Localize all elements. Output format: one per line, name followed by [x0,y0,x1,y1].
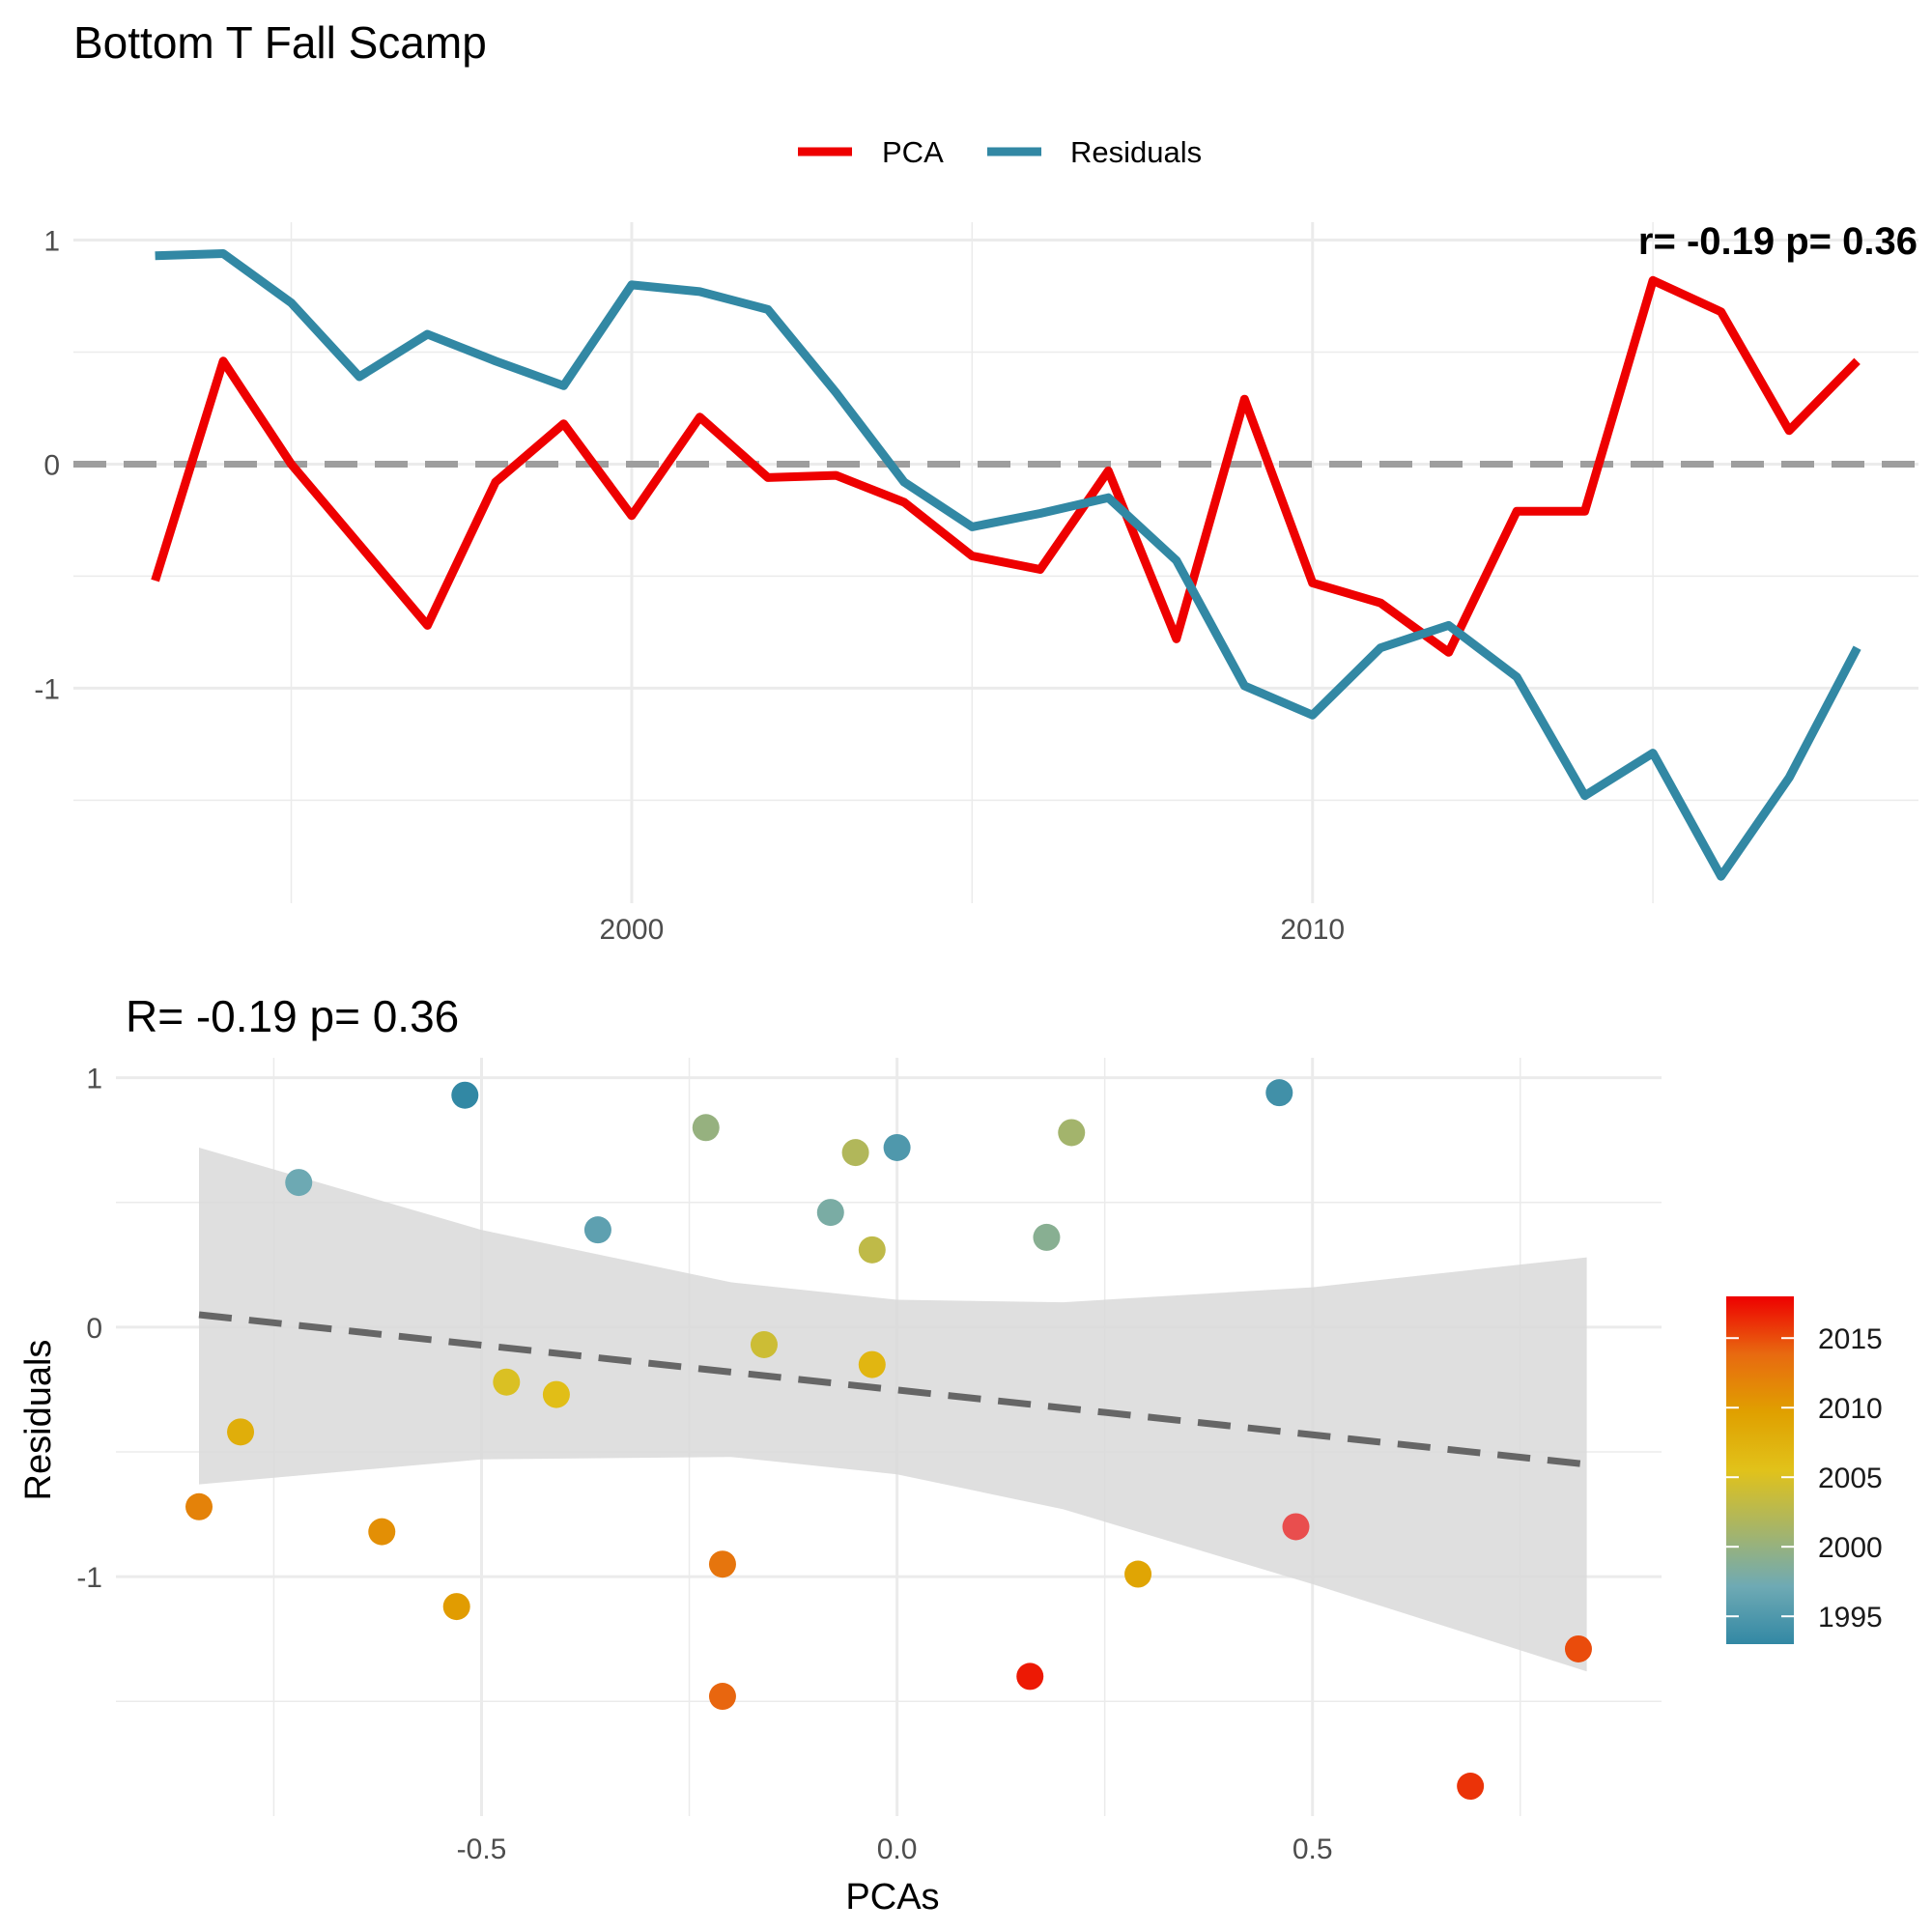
y-tick-label: 0 [43,449,60,481]
colorbar-gradient [1726,1296,1794,1644]
scatter-x-ticks: -0.5 0.0 0.5 [457,1833,1333,1865]
scatter-point [542,1380,570,1408]
regression-line [198,1311,1587,1468]
y-tick-label: -1 [76,1562,102,1594]
scatter-point [858,1236,886,1264]
colorbar-tick-label: 2010 [1818,1393,1883,1425]
line-panel: r= -0.19 p= 0.36 1 0 -1 2000 2010 [34,220,1918,946]
line-panel-x-ticks: 2000 2010 [600,914,1346,946]
scatter-point [1457,1773,1485,1801]
confidence-band [199,1148,1587,1672]
scatter-point [1282,1513,1310,1541]
line-panel-y-ticks: 1 0 -1 [34,226,60,706]
x-tick-label: 0.0 [877,1833,918,1865]
scatter-point [285,1169,313,1197]
scatter-point [816,1199,844,1227]
y-axis-title: Residuals [18,1340,59,1501]
scatter-points [185,1079,1592,1801]
scatter-y-ticks: 1 0 -1 [76,1064,102,1594]
legend-label-pca: PCA [882,135,944,169]
scatter-point [1016,1662,1044,1690]
scatter-point [493,1368,521,1396]
scatter-point [750,1330,778,1358]
x-tick-label: 2000 [600,914,665,946]
y-tick-label: 0 [86,1313,102,1345]
scatter-point [1124,1560,1152,1588]
y-tick-label: 1 [43,226,60,258]
scatter-point [1564,1634,1592,1662]
scatter-panel-title: R= -0.19 p= 0.36 [126,991,459,1041]
scatter-point [858,1350,886,1378]
scatter-point [583,1216,611,1244]
colorbar: 2015 2010 2005 2000 1995 [1726,1296,1883,1644]
figure-title: Bottom T Fall Scamp [73,17,487,68]
scatter-point [883,1133,911,1161]
scatter-panel: 1 0 -1 -0.5 0.0 0.5 PCAs Residuals [18,1058,1662,1918]
scatter-point [185,1492,213,1520]
legend: PCA Residuals [798,135,1202,169]
series-line-residuals [155,249,1861,881]
scatter-point [368,1518,396,1546]
series-line-pca [151,275,1861,657]
scatter-point [708,1683,736,1711]
scatter-point [841,1139,869,1167]
corner-annotation: r= -0.19 p= 0.36 [1638,220,1918,263]
colorbar-ticks: 2015 2010 2005 2000 1995 [1726,1323,1883,1634]
x-tick-label: -0.5 [457,1833,507,1865]
x-tick-label: 0.5 [1293,1833,1333,1865]
scatter-point [708,1550,736,1578]
x-tick-label: 2010 [1280,914,1345,946]
scatter-point [227,1418,255,1446]
scatter-point [1265,1079,1293,1107]
scatter-point [451,1081,479,1109]
scatter-point [442,1593,470,1621]
legend-label-residuals: Residuals [1070,135,1202,169]
colorbar-tick-label: 1995 [1818,1602,1883,1634]
scatter-point [1033,1223,1061,1251]
scatter-point [692,1114,720,1142]
scatter-point [1058,1119,1086,1147]
line-series-group [151,249,1861,881]
y-tick-label: -1 [34,673,60,705]
x-axis-title: PCAs [845,1877,939,1918]
colorbar-tick-label: 2000 [1818,1532,1883,1564]
colorbar-tick-label: 2005 [1818,1463,1883,1494]
y-tick-label: 1 [86,1064,102,1095]
colorbar-tick-label: 2015 [1818,1323,1883,1355]
